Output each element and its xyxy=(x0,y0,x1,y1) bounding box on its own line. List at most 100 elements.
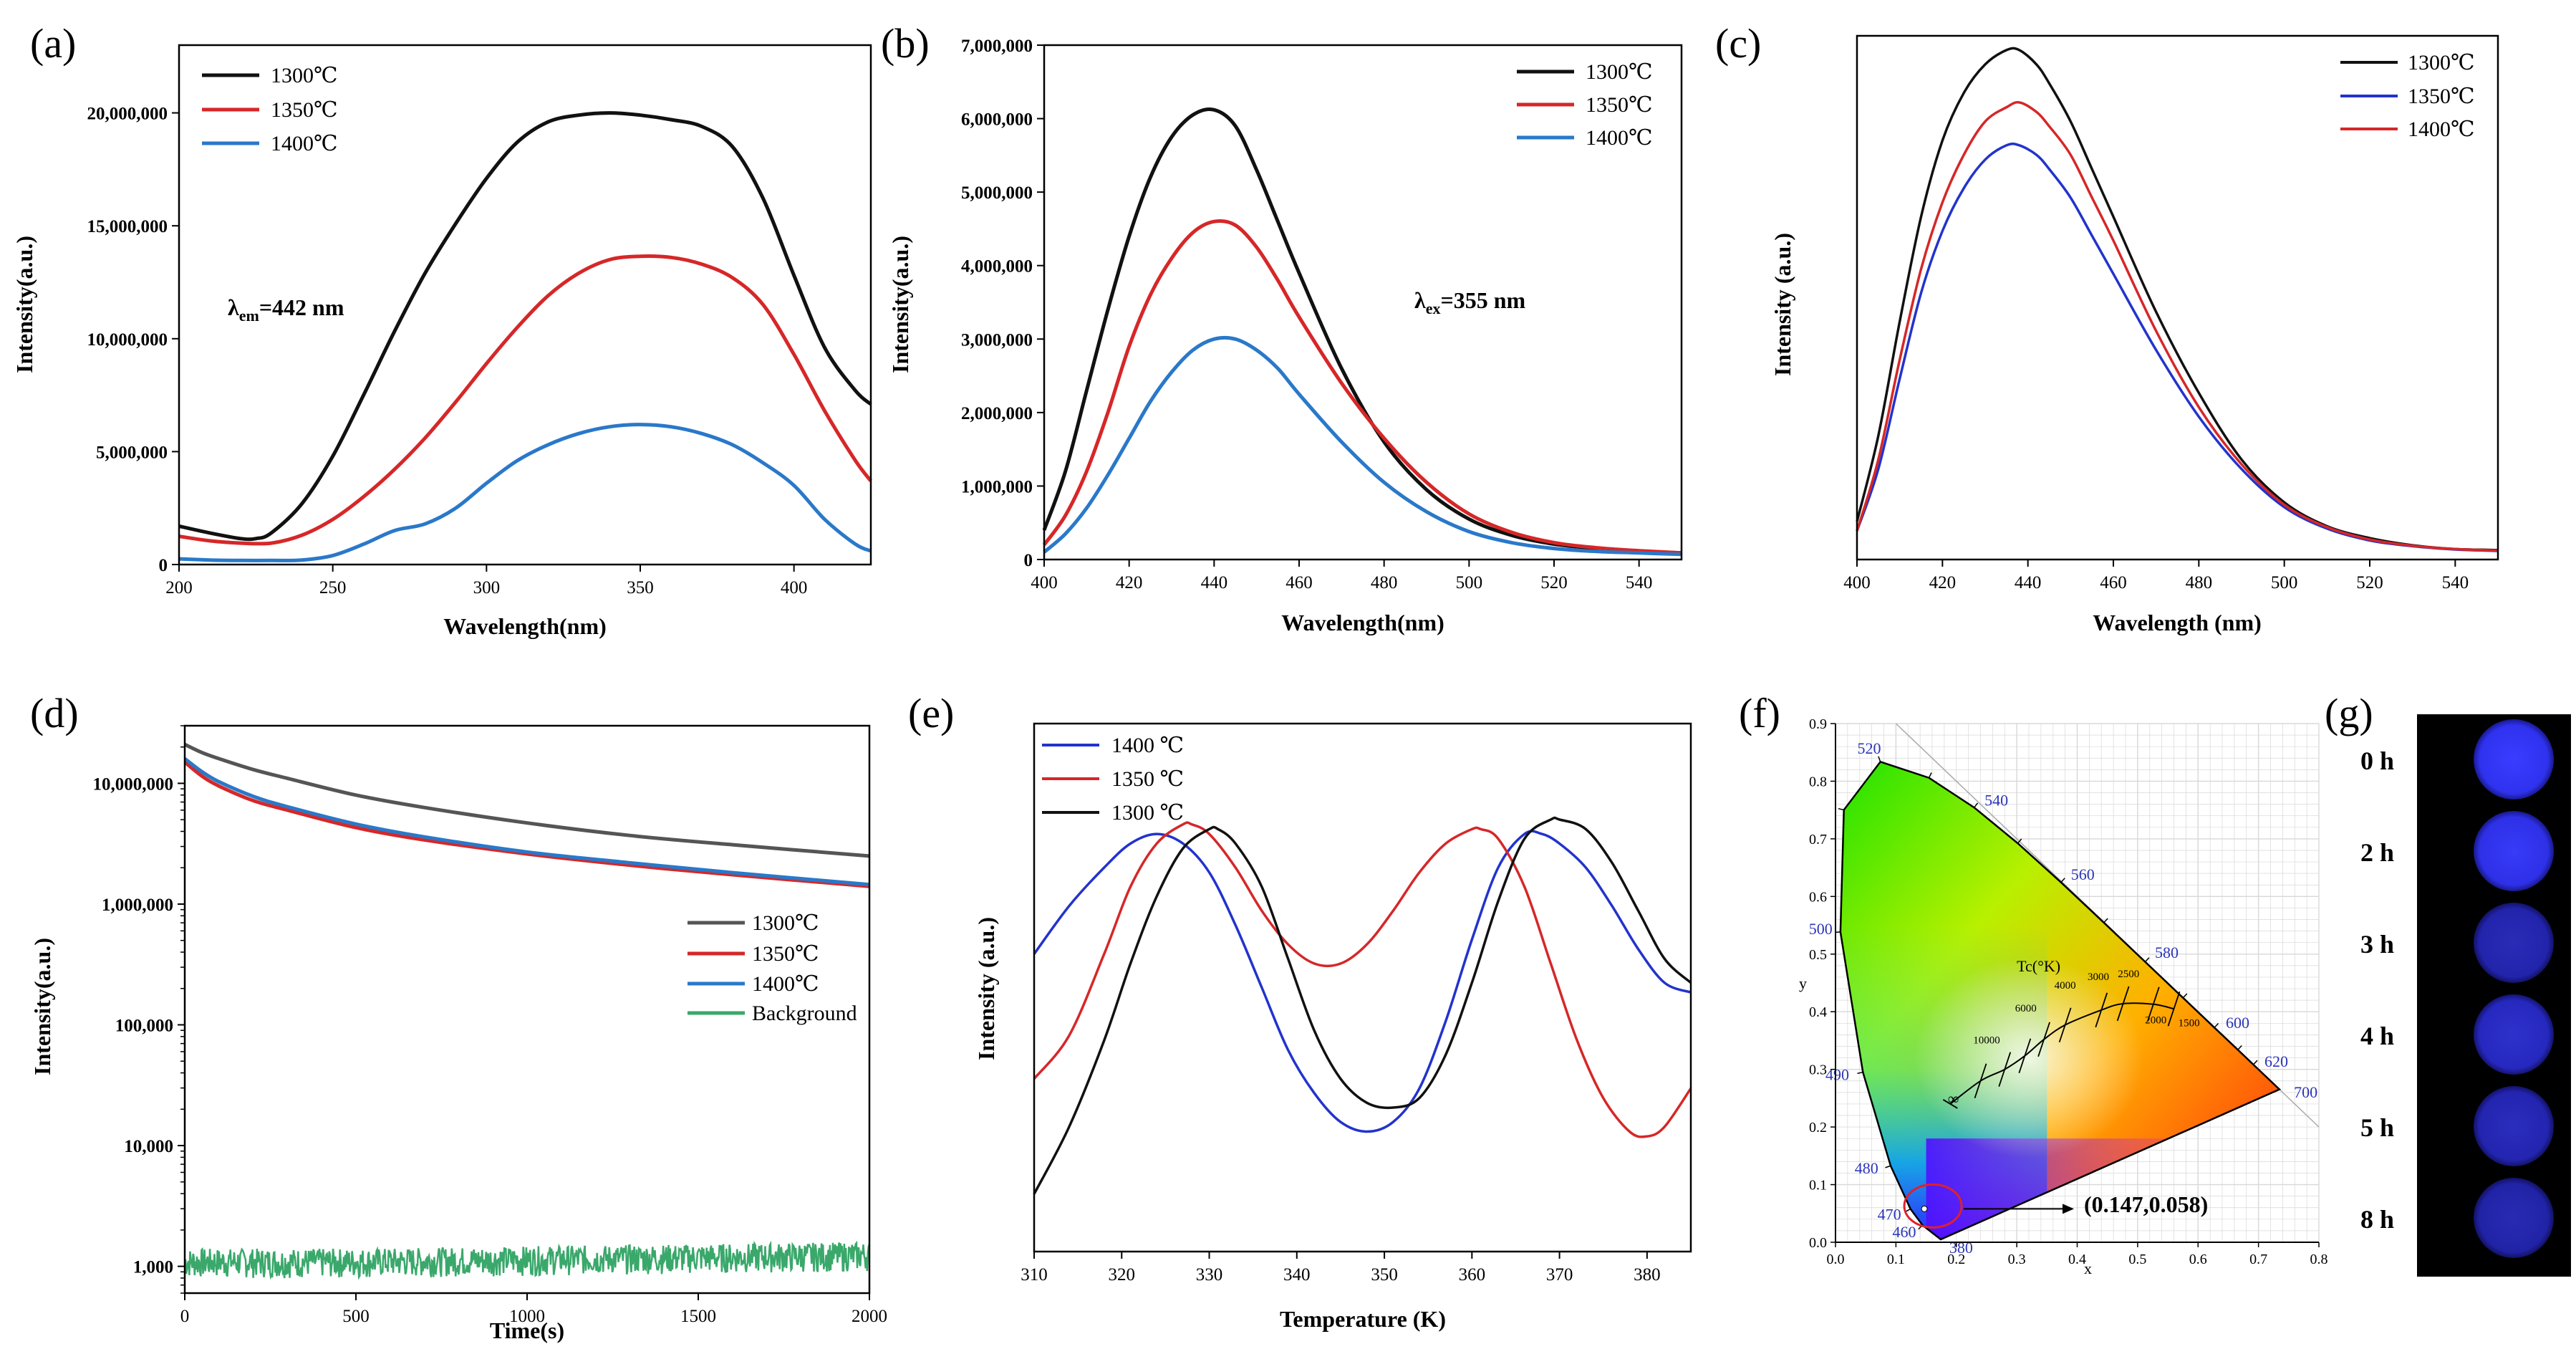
plot-frame-c xyxy=(1856,34,2499,561)
tick-layer-a: 200 250 300 350 400 0 5,000,000 10,000,000 15,00… xyxy=(87,105,808,597)
y-axis-label-e: Intensity (a.u.) xyxy=(973,917,999,1060)
x-tick-label-f: 0.5 xyxy=(2128,1252,2146,1267)
cct-label-f: 2500 xyxy=(2118,969,2139,980)
y-tick-label-f: 0.9 xyxy=(1809,716,1827,732)
isotemp-line-f xyxy=(1974,1063,1987,1099)
series-line-c-1400 xyxy=(1856,101,2499,552)
well-3: 4 h xyxy=(2360,994,2554,1075)
x-tick-label-b: 460 xyxy=(1285,573,1313,592)
y-tick-label-a: 10,000,000 xyxy=(87,330,168,350)
locus-tick-f xyxy=(1878,756,1881,762)
cie-locus-outline-f xyxy=(1839,760,2282,1241)
x-tick-label-f: 0.7 xyxy=(2249,1252,2267,1267)
y-tick-label-f: 0.1 xyxy=(1809,1178,1827,1194)
y-axis-label-d: Intensity(a.u.) xyxy=(29,938,55,1075)
series-line-c-1350 xyxy=(1856,142,2499,552)
wavelength-label-f: 460 xyxy=(1893,1223,1916,1241)
isotemp-line-f xyxy=(2058,1007,2072,1043)
cct-label-f: 6000 xyxy=(2015,1003,2037,1014)
x-tick-label-d: 1000 xyxy=(509,1307,545,1326)
x-tick-label-f: 0.1 xyxy=(1887,1252,1905,1267)
series-layer-d xyxy=(183,742,871,1280)
x-tick-label-d: 1500 xyxy=(680,1307,716,1326)
cct-label-f: 3000 xyxy=(2088,971,2109,983)
legend-e: 1400 ℃ 1350 ℃ 1300 ℃ xyxy=(1042,734,1184,825)
x-tick-label-a: 350 xyxy=(627,578,654,597)
x-tick-label-b: 420 xyxy=(1116,573,1143,592)
series-line-e-1400 xyxy=(1033,830,1692,1133)
legend-label-e-1400: 1400 ℃ xyxy=(1111,734,1184,757)
legend-label-d-1350: 1350℃ xyxy=(752,942,819,966)
x-tick-label-c: 500 xyxy=(2271,573,2298,592)
wavelength-label-f: 520 xyxy=(1857,739,1881,757)
x-axis-label-f: x xyxy=(2084,1259,2092,1277)
locus-tick-f xyxy=(1857,1071,1863,1075)
panel-label-a: (a) xyxy=(30,20,76,67)
x-tick-label-c: 440 xyxy=(2015,573,2042,592)
x-tick-label-b: 540 xyxy=(1626,573,1653,592)
isotemp-line-f xyxy=(2167,991,2181,1027)
cct-label-f: 4000 xyxy=(2055,980,2076,992)
legend-label-c-1350: 1350℃ xyxy=(2408,85,2475,108)
series-layer-b xyxy=(1042,107,1682,557)
x-tick-label-a: 200 xyxy=(165,578,193,597)
well-4: 5 h xyxy=(2360,1086,2554,1166)
series-line-e-1300 xyxy=(1033,816,1692,1195)
y-tick-label-a: 0 xyxy=(159,556,168,575)
wavelength-label-f: 580 xyxy=(2155,944,2179,961)
y-tick-label-f: 0.2 xyxy=(1809,1120,1827,1136)
legend-label-c-1300: 1300℃ xyxy=(2408,51,2475,75)
series-layer-e xyxy=(1033,816,1692,1195)
panel-label-d: (d) xyxy=(30,690,79,736)
x-tick-label-f: 0.6 xyxy=(2189,1252,2207,1267)
legend-label-b-1400: 1400℃ xyxy=(1586,126,1653,150)
x-tick-label-e: 340 xyxy=(1283,1265,1311,1285)
legend-a: 1300℃ 1350℃ 1400℃ xyxy=(202,64,338,155)
series-layer-a xyxy=(178,111,872,562)
wavelength-label-f: 470 xyxy=(1878,1205,1901,1223)
y-tick-label-f: 0.4 xyxy=(1809,1004,1827,1020)
y-tick-label-a: 15,000,000 xyxy=(87,217,168,236)
y-tick-label-d: 1,000,000 xyxy=(102,896,173,915)
annotation-a: λem=442 nm xyxy=(228,294,344,325)
locus-tick-f xyxy=(2017,838,2022,844)
y-tick-label-b: 4,000,000 xyxy=(961,257,1033,277)
cie-point-circle xyxy=(1903,1183,1963,1229)
locus-tick-f xyxy=(1974,802,1979,808)
cie-point-arrowhead xyxy=(2063,1204,2074,1214)
x-tick-label-e: 320 xyxy=(1109,1265,1136,1285)
y-tick-label-d: 10,000,000 xyxy=(93,774,174,794)
planckian-locus-f xyxy=(1949,1002,2174,1105)
panel-label-f: (f) xyxy=(1739,690,1780,736)
wavelength-label-f: 700 xyxy=(2294,1083,2317,1101)
cie-point-marker xyxy=(1921,1205,1928,1212)
x-tick-label-a: 300 xyxy=(473,578,501,597)
legend-label-a-1400: 1400℃ xyxy=(271,132,338,155)
x-tick-label-b: 520 xyxy=(1540,573,1568,592)
x-tick-label-c: 540 xyxy=(2442,573,2469,592)
x-tick-label-c: 400 xyxy=(1843,573,1871,592)
well-1: 2 h xyxy=(2360,811,2554,891)
x-tick-label-d: 0 xyxy=(180,1307,190,1326)
well-0: 0 h xyxy=(2360,719,2554,800)
y-tick-label-f: 0.3 xyxy=(1809,1062,1827,1078)
x-tick-label-e: 350 xyxy=(1371,1265,1398,1285)
well-sample xyxy=(2474,1086,2554,1166)
series-line-a-1400 xyxy=(178,423,872,562)
series-line-d-background xyxy=(183,1240,871,1280)
x-tick-label-f: 0.3 xyxy=(2008,1252,2026,1267)
y-tick-label-a: 5,000,000 xyxy=(96,443,168,462)
y-tick-label-d: 10,000 xyxy=(124,1137,173,1156)
well-time-label: 3 h xyxy=(2360,930,2394,959)
isotemp-line-f xyxy=(2095,992,2108,1028)
y-tick-label-b: 3,000,000 xyxy=(961,330,1033,350)
x-tick-label-b: 400 xyxy=(1031,573,1058,592)
series-line-b-1400 xyxy=(1043,335,1682,557)
series-line-e-1350 xyxy=(1033,821,1692,1138)
panel-c: (c) 400 420 440 460 480 500 520 540 Wavelength … xyxy=(1715,20,2499,635)
cct-label-f: ∞ xyxy=(1948,1090,1959,1108)
locus-tick-f xyxy=(2237,1045,2242,1050)
panel-a: (a) 200 250 300 350 400 0 5,000,000 10,000,000 1… xyxy=(11,20,872,639)
x-axis-label-c: Wavelength (nm) xyxy=(2093,610,2262,635)
isotemp-line-f xyxy=(2116,986,2130,1022)
